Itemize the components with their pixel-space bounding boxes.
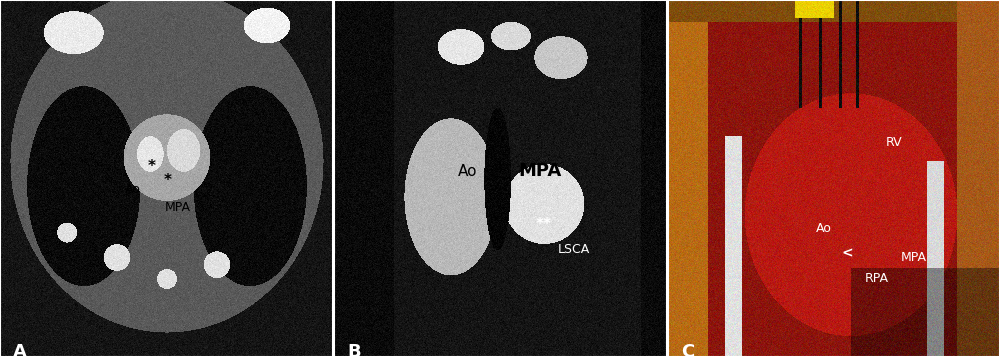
Text: C: C	[681, 343, 695, 357]
Text: **: **	[536, 217, 552, 232]
Text: MPA: MPA	[165, 201, 191, 213]
Text: <: <	[841, 246, 853, 261]
Text: A: A	[13, 343, 27, 357]
Text: LSCA: LSCA	[558, 243, 590, 256]
Text: RV: RV	[885, 136, 902, 149]
Text: *: *	[148, 159, 156, 174]
Text: *: *	[164, 173, 172, 188]
Text: B: B	[347, 343, 361, 357]
Text: MPA: MPA	[519, 162, 562, 180]
Text: RPA: RPA	[865, 272, 889, 285]
Text: MPA: MPA	[901, 251, 927, 263]
Text: Ao: Ao	[125, 183, 141, 196]
Text: Ao: Ao	[457, 164, 477, 179]
Text: Ao: Ao	[816, 222, 832, 235]
